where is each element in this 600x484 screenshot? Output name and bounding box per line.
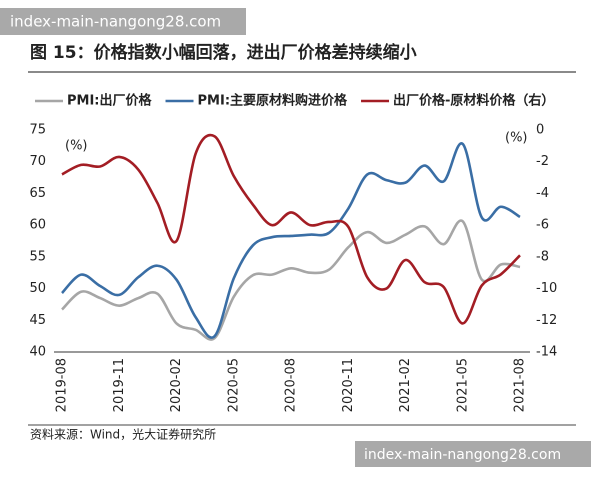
x-tick-label: 2019-11 [112,358,127,412]
y-tick-label: 70 [29,154,46,169]
legend-label: 出厂价格-原材料价格（右） [393,93,554,109]
x-tick-label: 2020-08 [284,358,299,412]
chart-title: 图 15：价格指数小幅回落，进出厂价格差持续缩小 [30,42,417,63]
y2-tick-label: -12 [536,313,557,328]
watermark-box [0,8,246,35]
series-line [61,142,521,339]
y2-label: (%) [505,131,528,146]
watermark-box [355,441,591,467]
series-line [61,133,521,325]
y-tick-label: 40 [29,345,46,360]
watermark: index-main-nangong28.com [10,13,221,31]
y2-tick-label: -10 [536,281,557,296]
legend-label: PMI:主要原材料购进价格 [198,93,349,109]
y-tick-label: 75 [29,123,46,138]
y2-tick-label: -2 [536,154,549,169]
y-label: (%) [65,139,88,154]
x-tick-label: 2021-05 [455,358,470,412]
x-tick-label: 2021-02 [398,358,413,412]
x-tick-label: 2020-05 [226,358,241,412]
watermark: index-main-nangong28.com [364,447,561,463]
series-line [61,219,521,341]
x-tick-label: 2021-08 [513,358,528,412]
x-tick-label: 2019-08 [55,358,70,412]
y2-tick-label: -6 [536,218,549,233]
y-tick-label: 65 [29,186,46,201]
y2-tick-label: -14 [536,345,557,360]
x-tick-label: 2020-11 [341,358,356,412]
legend-label: PMI:出厂价格 [67,93,153,109]
y2-tick-label: -8 [536,249,549,264]
y-tick-label: 50 [29,281,46,296]
y2-tick-label: -4 [536,186,549,201]
source: 资料来源：Wind，光大证券研究所 [30,427,216,442]
y-tick-label: 60 [29,218,46,233]
y-tick-label: 45 [29,313,46,328]
x-tick-label: 2020-02 [169,358,184,412]
y-tick-label: 55 [29,249,46,264]
y2-tick-label: 0 [536,123,544,138]
